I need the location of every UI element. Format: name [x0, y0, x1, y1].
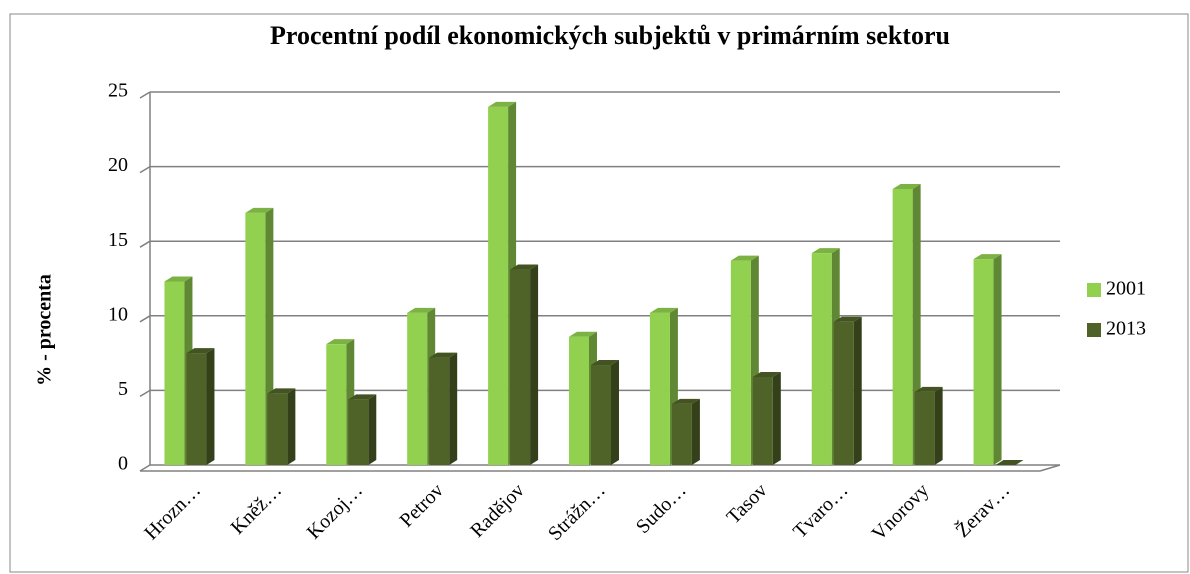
bar — [348, 399, 369, 465]
bar-top — [245, 207, 274, 213]
bar-top — [811, 248, 840, 254]
bar-top — [488, 101, 517, 107]
bar — [973, 259, 994, 465]
bar-top — [510, 264, 539, 270]
bar — [186, 353, 207, 465]
floor-line-end — [1039, 464, 1061, 472]
bar — [245, 212, 266, 465]
bar-top — [752, 371, 781, 377]
bar-top — [892, 183, 921, 189]
bar-side — [772, 371, 781, 465]
y-tick-label: 15 — [108, 229, 128, 251]
y-tick-label: 25 — [108, 80, 128, 102]
bar — [326, 344, 347, 465]
bar-top — [348, 394, 377, 400]
legend-label: 2001 — [1106, 278, 1146, 300]
bar-side — [853, 316, 862, 465]
bar — [510, 269, 531, 465]
bar — [892, 188, 913, 466]
bar — [752, 376, 773, 465]
grid-line-side — [139, 389, 151, 398]
bar — [569, 336, 589, 465]
bar-top — [429, 352, 458, 358]
chart-title: Procentní podíl ekonomických subjektů v … — [270, 21, 950, 50]
bar — [267, 393, 288, 465]
grid-line-side — [139, 315, 151, 323]
grid-line-side — [139, 464, 151, 472]
grid-line-side — [139, 165, 151, 174]
bar — [591, 365, 611, 465]
bar-top — [267, 388, 296, 394]
grid-line-side — [139, 240, 151, 248]
bar — [671, 403, 692, 465]
bar-side — [993, 254, 1002, 465]
legend-label: 2013 — [1106, 318, 1146, 340]
bar-top — [569, 331, 597, 337]
bar-top — [833, 316, 862, 322]
y-tick-label: 5 — [118, 378, 128, 400]
bar-side — [449, 352, 458, 465]
y-tick-label: 20 — [108, 154, 128, 176]
bar — [914, 391, 935, 465]
bar-side — [287, 388, 296, 465]
bar-side — [530, 264, 539, 465]
bar — [429, 357, 450, 465]
legend-swatch — [1087, 283, 1101, 297]
bar-top — [407, 307, 436, 313]
bar-top — [186, 348, 215, 354]
bar-top — [591, 360, 619, 366]
bar-top — [649, 307, 678, 313]
bar-top — [164, 276, 193, 282]
y-axis-label: % - procenta — [34, 274, 56, 386]
bar — [407, 312, 428, 465]
bar — [164, 281, 185, 465]
y-tick-label: 0 — [118, 453, 128, 475]
bar — [488, 106, 509, 466]
bar-side — [611, 360, 619, 465]
bar-side — [934, 386, 943, 465]
legend-swatch — [1087, 323, 1101, 337]
bar-top — [326, 339, 355, 345]
bar-top — [995, 460, 1024, 465]
bar-top — [671, 398, 700, 404]
bar — [730, 260, 751, 465]
bar — [833, 321, 854, 465]
bar-side — [691, 398, 700, 465]
bar-side — [206, 348, 215, 465]
grid-line-side — [139, 91, 151, 99]
bar-top — [730, 255, 759, 261]
bar — [649, 312, 670, 465]
bar-top — [914, 386, 943, 392]
bar-top — [973, 254, 1002, 260]
bar — [811, 253, 832, 465]
bar-side — [368, 394, 377, 465]
y-tick-label: 10 — [108, 303, 128, 325]
